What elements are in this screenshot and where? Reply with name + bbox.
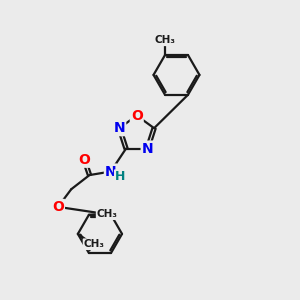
Text: H: H bbox=[115, 170, 125, 183]
Text: N: N bbox=[114, 121, 125, 135]
Text: O: O bbox=[131, 109, 143, 122]
Text: CH₃: CH₃ bbox=[84, 239, 105, 249]
Text: CH₃: CH₃ bbox=[154, 35, 176, 45]
Text: O: O bbox=[78, 153, 90, 167]
Text: CH₃: CH₃ bbox=[97, 209, 118, 219]
Text: O: O bbox=[52, 200, 64, 214]
Text: N: N bbox=[105, 164, 116, 178]
Text: N: N bbox=[142, 142, 153, 156]
